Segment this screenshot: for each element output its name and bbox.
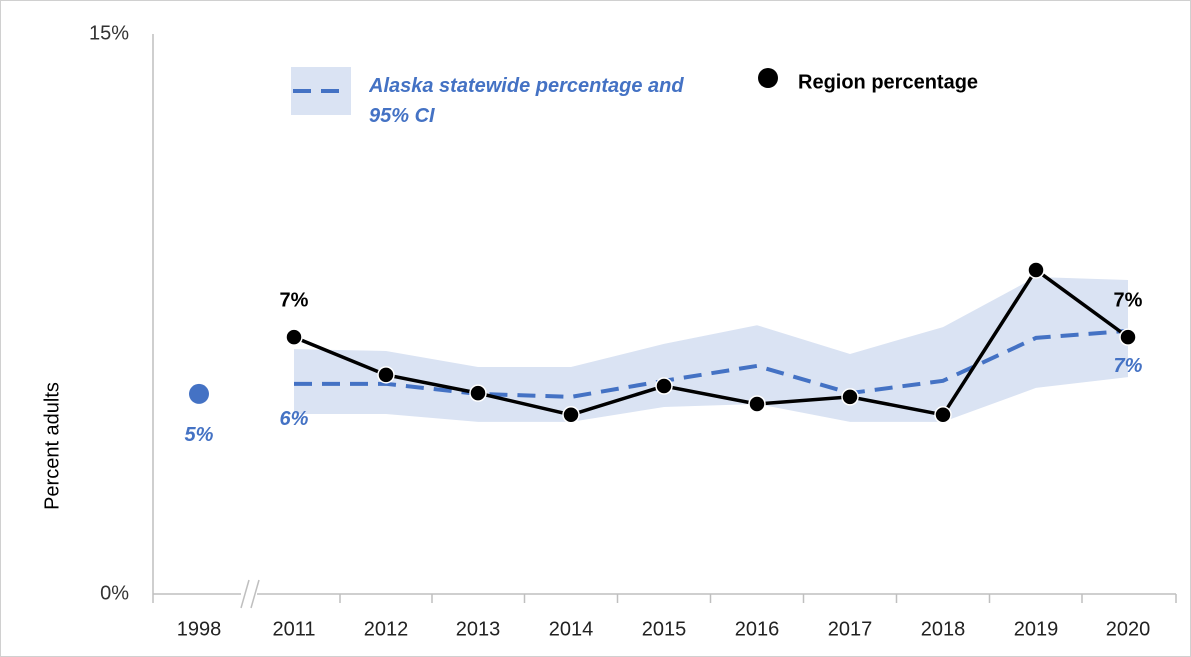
y-axis-title: Percent adults (41, 382, 63, 510)
statewide-value-label: 7% (1114, 355, 1143, 377)
legend-label: Region percentage (798, 71, 978, 93)
x-tick-label: 2016 (735, 618, 780, 640)
x-tick-label: 2015 (642, 618, 687, 640)
y-tick-label: 15% (89, 22, 129, 44)
x-tick-label: 2018 (921, 618, 966, 640)
baseline-value-label: 5% (185, 424, 214, 446)
region-point (377, 366, 395, 384)
legend-marker (758, 68, 778, 88)
x-tick-label: 2011 (272, 618, 315, 640)
region-point (934, 406, 952, 424)
x-tick-label: 2013 (456, 618, 501, 640)
x-tick-label: 2014 (549, 618, 594, 640)
axis-break (250, 579, 260, 609)
region-point (285, 328, 303, 346)
axis-break (240, 579, 250, 609)
statewide-line (294, 328, 1129, 399)
statewide-value-label: 6% (280, 408, 309, 430)
region-line (293, 267, 1130, 417)
x-tick-label: 2017 (828, 618, 873, 640)
legend-label: Alaska statewide percentage and 95% CI (369, 75, 684, 127)
x-tick-label: 2012 (364, 618, 409, 640)
y-tick-label: 0% (100, 582, 129, 604)
x-tick-label: 1998 (177, 618, 222, 640)
x-tick-label: 2020 (1106, 618, 1151, 640)
region-point (841, 388, 859, 406)
legend-label-box: Alaska statewide percentage and 95% CI (369, 75, 684, 127)
region-point (562, 406, 580, 424)
axis-break-gap (241, 588, 257, 600)
region-point (469, 384, 487, 402)
x-tick-label: 2019 (1014, 618, 1059, 640)
region-value-label: 7% (280, 289, 309, 311)
baseline-point (189, 383, 209, 404)
region-point (748, 395, 766, 413)
region-point (655, 377, 673, 395)
region-point (1027, 261, 1045, 279)
region-point (1119, 328, 1137, 346)
ci-band (294, 277, 1128, 422)
region-value-label: 7% (1114, 289, 1143, 311)
